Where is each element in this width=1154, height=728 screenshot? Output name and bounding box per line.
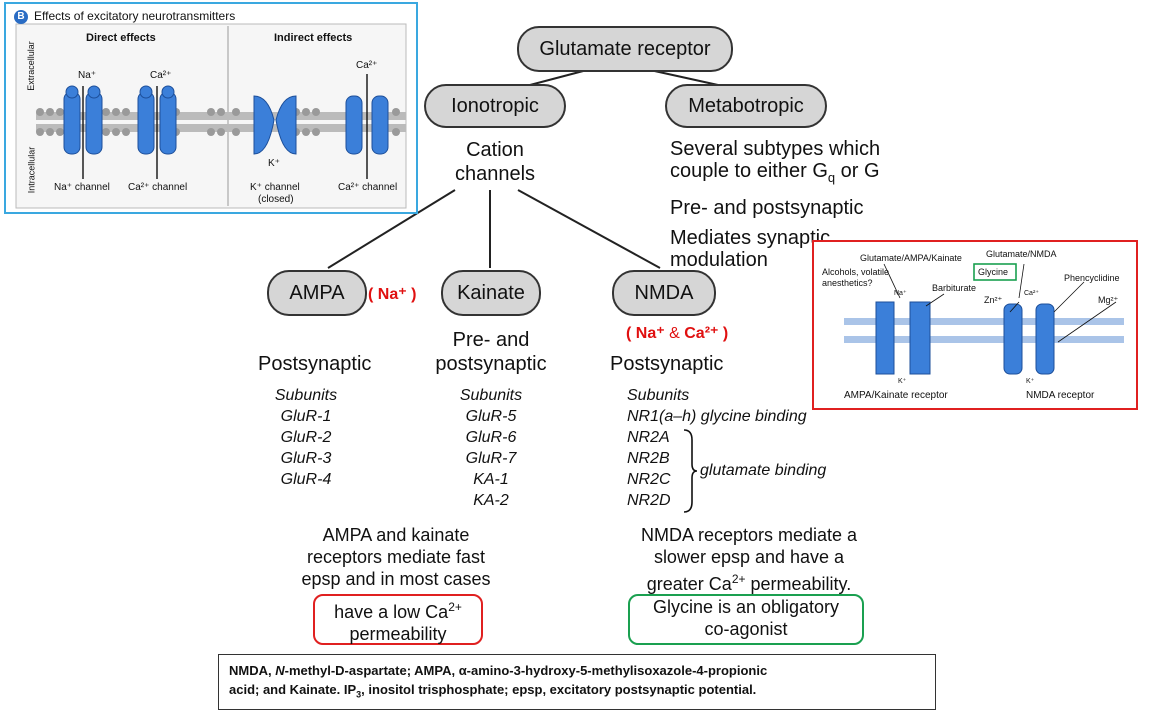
na-top-label: Na⁺ — [78, 70, 97, 81]
receptor-figure — [844, 263, 1124, 375]
glycine-label: Glycine — [978, 267, 1009, 277]
panel-b-title: Effects of excitatory neurotransmitters — [34, 9, 236, 23]
direct-effects-label: Direct effects — [86, 32, 156, 44]
glycine-coagonist-box — [628, 594, 864, 645]
k-label-1: K⁺ — [898, 378, 907, 385]
nmda-node: NMDA — [612, 270, 716, 316]
excitatory-effects-figure — [15, 23, 407, 209]
k-channel-label: K⁺ channel — [250, 182, 300, 193]
barbiturate-label: Barbiturate — [932, 283, 977, 293]
k-label-2: K⁺ — [1026, 378, 1035, 385]
na-label: Na⁺ — [894, 290, 907, 297]
abbreviations-footer: NMDA, N-methyl-D-aspartate; AMPA, α-amin… — [218, 654, 936, 710]
nmda-summary: NMDA receptors mediate a slower epsp and… — [640, 525, 858, 594]
ca-channel-label: Ca²⁺ channel — [128, 182, 188, 193]
extracellular-label: Extracellular — [25, 41, 36, 91]
indirect-effects-label: Indirect effects — [274, 32, 353, 44]
glu-nmda-label: Glutamate/NMDA — [986, 249, 1057, 259]
glutamate-receptor-node: Glutamate receptor — [517, 26, 733, 72]
phencyclidine-label: Phencyclidine — [1064, 273, 1120, 283]
k-closed-label: (closed) — [258, 194, 294, 205]
mg-label: Mg²⁺ — [1098, 295, 1119, 305]
ca-top-label-2: Ca²⁺ — [356, 60, 378, 71]
ampa-subunits: Subunits GluR-1 GluR-2 GluR-3 GluR-4 — [274, 387, 338, 488]
low-ca-permeability-text: have a low Ca2+ permeability — [334, 600, 462, 644]
kainate-subunits: Subunits GluR-5 GluR-6 GluR-7 KA-1 KA-2 — [459, 387, 523, 509]
excitatory-effects-panel: B Effects of excitatory neurotransmitter… — [4, 2, 418, 214]
ampa-ion: ( Na⁺ ) — [368, 286, 417, 303]
kainate-location: Pre- and postsynaptic — [435, 329, 547, 375]
ca-channel-label-2: Ca²⁺ channel — [338, 182, 398, 193]
nmda-ion: ( Na⁺ & Ca²⁺ ) — [626, 325, 729, 342]
kainate-node: Kainate — [441, 270, 541, 316]
ionotropic-node: Ionotropic — [424, 84, 566, 128]
zn-label: Zn²⁺ — [984, 295, 1003, 305]
nmda-location: Postsynaptic — [610, 353, 724, 375]
metabotropic-description: Several subtypes which couple to either … — [670, 138, 881, 271]
glutamate-binding-label: glutamate binding — [700, 462, 827, 479]
glu-ampa-kainate-label: Glutamate/AMPA/Kainate — [860, 253, 962, 263]
ampa-node: AMPA — [267, 270, 367, 316]
ca-label: Ca²⁺ — [1024, 290, 1039, 297]
panel-b-badge: B — [14, 10, 28, 24]
nmda-receptor-label: NMDA receptor — [1026, 390, 1095, 401]
ca-top-label: Ca²⁺ — [150, 70, 172, 81]
ampa-location: Postsynaptic — [258, 353, 372, 375]
k-label: K⁺ — [268, 158, 280, 169]
anesthetics-label: anesthetics? — [822, 278, 873, 288]
nmda-subunits: Subunits NR1(a–h) glycine binding NR2A N… — [627, 387, 807, 509]
receptor-panel: Glutamate/AMPA/Kainate Alcohols, volatil… — [812, 240, 1138, 410]
na-channel-label: Na⁺ channel — [54, 182, 110, 193]
ampa-kainate-summary: AMPA and kainate receptors mediate fast … — [301, 525, 491, 589]
intracellular-label: Intracellular — [26, 146, 37, 194]
glutamate-binding-brace — [683, 429, 698, 513]
glycine-coagonist-text: Glycine is an obligatory co-agonist — [652, 597, 840, 639]
alcohols-label: Alcohols, volatile — [822, 267, 890, 277]
ionotropic-description: Cation channels — [454, 139, 536, 185]
metabotropic-node: Metabotropic — [665, 84, 827, 128]
low-ca-permeability-box — [313, 594, 483, 645]
ampa-kainate-receptor-label: AMPA/Kainate receptor — [844, 390, 948, 401]
